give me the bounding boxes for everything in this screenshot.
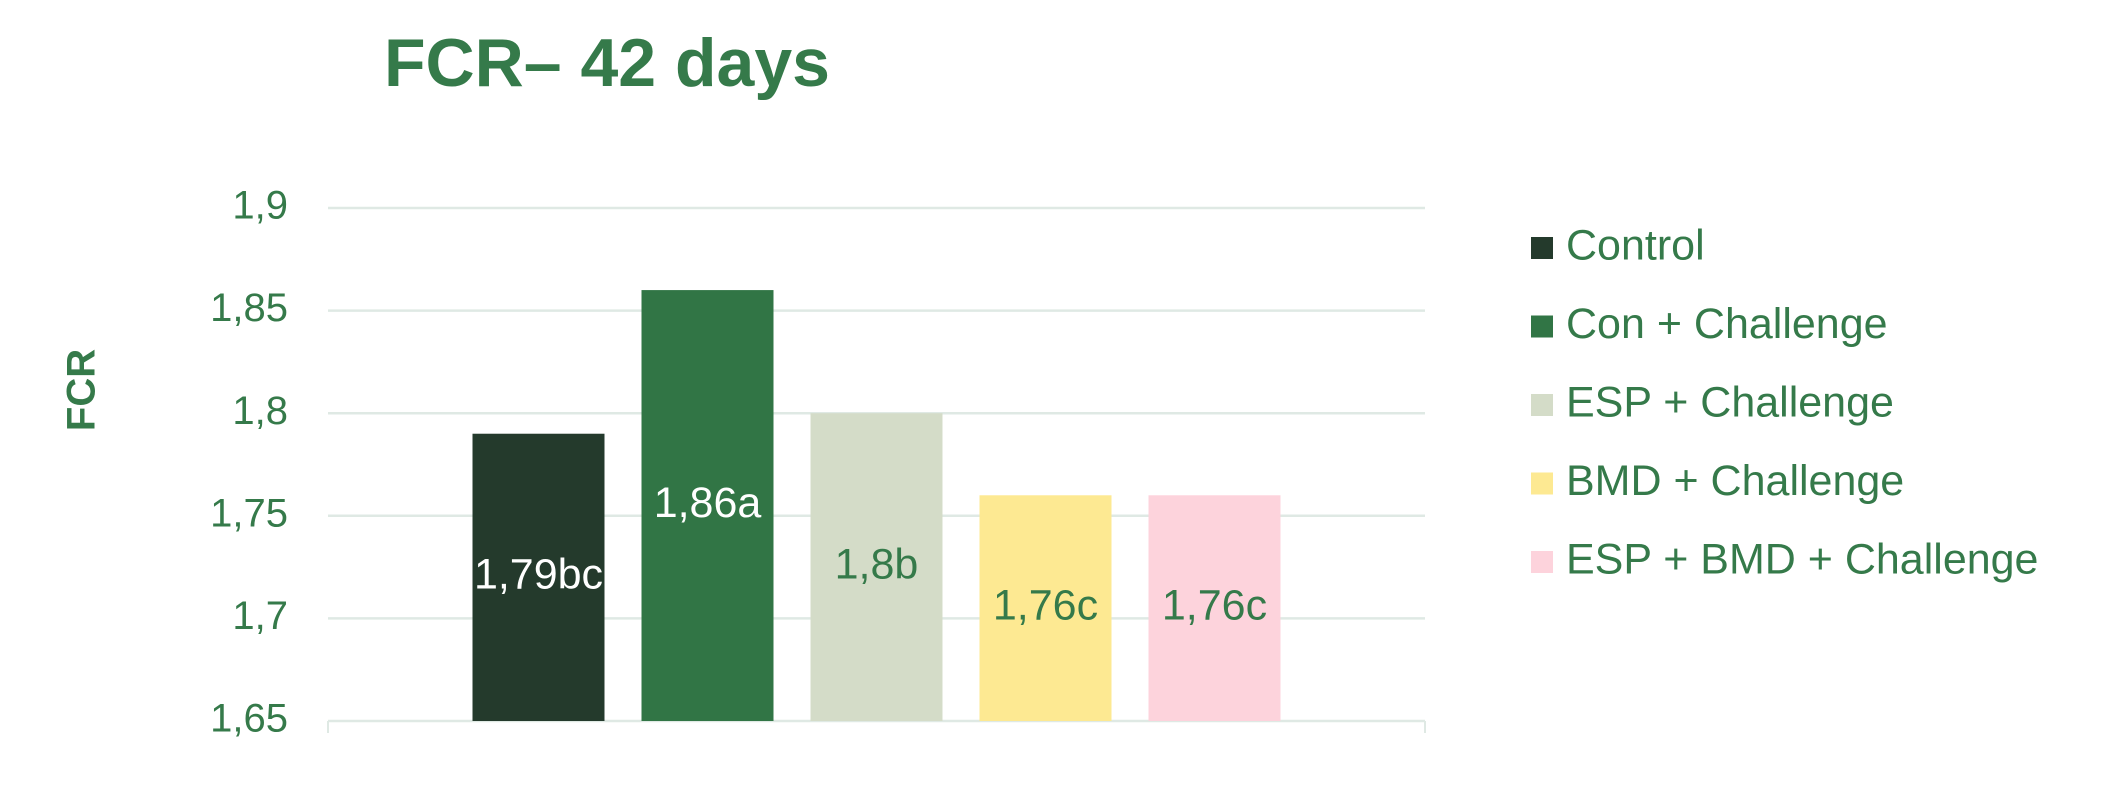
data-label: 1,86a: [654, 479, 762, 527]
bar: [472, 433, 605, 721]
y-tick-label: 1,7: [232, 594, 288, 638]
legend-label: BMD + Challenge: [1566, 457, 1904, 505]
legend-swatch: [1531, 237, 1553, 259]
data-label: 1,79bc: [474, 551, 603, 599]
legend-label: Con + Challenge: [1566, 300, 1888, 348]
y-tick-label: 1,65: [210, 697, 288, 741]
legend-label: ESP + BMD + Challenge: [1566, 535, 2038, 583]
data-label: 1,76c: [1162, 581, 1267, 629]
legend-swatch: [1531, 394, 1553, 416]
bar: [979, 495, 1112, 721]
bar: [1148, 495, 1281, 721]
data-label: 1,8b: [835, 540, 919, 588]
legend-swatch: [1531, 551, 1553, 573]
legend-swatch: [1531, 472, 1553, 495]
y-axis-label: FCR: [60, 349, 104, 431]
y-tick-label: 1,85: [210, 286, 288, 330]
y-tick-label: 1,75: [210, 491, 288, 535]
legend-swatch: [1531, 315, 1553, 338]
chart-title: FCR– 42 days: [384, 25, 830, 101]
y-tick-label: 1,9: [232, 184, 288, 228]
data-label: 1,76c: [993, 581, 1098, 629]
legend-label: ESP + Challenge: [1566, 378, 1894, 426]
bar: [641, 290, 774, 721]
y-tick-label: 1,8: [232, 389, 288, 433]
bar: [810, 413, 943, 721]
legend-label: Control: [1566, 221, 1705, 269]
